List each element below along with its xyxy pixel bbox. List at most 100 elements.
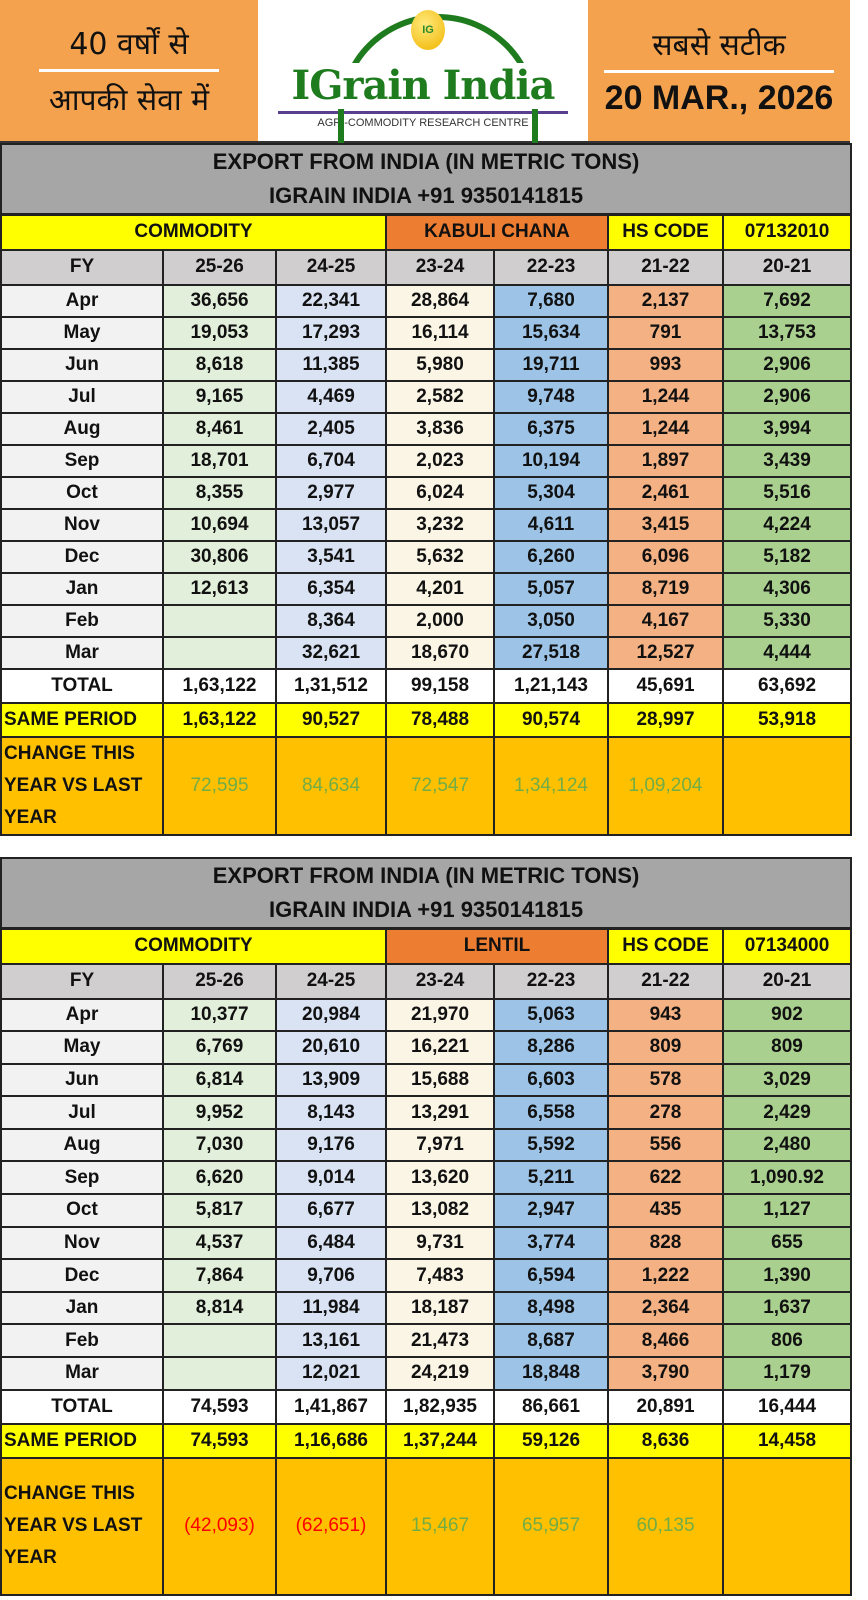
value-cell: 5,330 xyxy=(721,603,853,638)
value-cell: 809 xyxy=(721,1030,853,1065)
value-cell: 13,753 xyxy=(721,315,853,350)
value-cell: 7,030 xyxy=(162,1127,277,1163)
value-cell: 6,814 xyxy=(162,1062,277,1098)
title-line-1: EXPORT FROM INDIA (IN METRIC TONS) xyxy=(212,149,640,174)
table-row: Apr 10,377 20,984 21,970 5,063 943 902 xyxy=(0,997,853,1033)
value-cell: 3,541 xyxy=(275,539,387,574)
fy-header-row: FY 25-26 24-25 23-24 22-23 21-22 20-21 xyxy=(0,248,853,286)
change-cell: 60,135 xyxy=(607,1456,724,1596)
table-row: Feb 8,364 2,000 3,050 4,167 5,330 xyxy=(0,603,853,638)
commodity-row: COMMODITY KABULI CHANA HS CODE 07132010 xyxy=(0,213,853,251)
value-cell: 18,670 xyxy=(385,635,495,670)
value-cell: 655 xyxy=(721,1225,853,1261)
table-row: Jun 8,618 11,385 5,980 19,711 993 2,906 xyxy=(0,347,853,382)
value-cell: 8,498 xyxy=(493,1290,609,1326)
value-cell: 8,719 xyxy=(607,571,724,606)
total-label: TOTAL xyxy=(0,667,164,704)
change-row: CHANGE THIS YEAR VS LAST YEAR (42,093) (62,6… xyxy=(0,1456,853,1596)
same-period-label: SAME PERIOD xyxy=(0,1422,164,1459)
value-cell: 2,947 xyxy=(493,1193,609,1228)
value-cell: 10,194 xyxy=(493,443,609,478)
hindi-tagline-3: सबसे सटीक xyxy=(652,28,786,63)
change-label: CHANGE THIS YEAR VS LAST YEAR xyxy=(0,1456,164,1596)
value-cell: 20,610 xyxy=(275,1030,387,1065)
month-label: Dec xyxy=(0,539,164,574)
month-label: Jul xyxy=(0,1095,164,1130)
value-cell: 18,187 xyxy=(385,1290,495,1326)
hindi-tagline-1: 40 वर्षों से xyxy=(69,27,189,62)
commodity-name: LENTIL xyxy=(385,927,609,965)
value-cell: 30,806 xyxy=(162,539,277,574)
value-cell: 2,023 xyxy=(385,443,495,478)
same-period-label: SAME PERIOD xyxy=(0,701,164,738)
same-period-cell: 1,16,686 xyxy=(275,1422,387,1459)
title-line-2: IGRAIN INDIA +91 9350141815 xyxy=(268,897,584,922)
value-cell: 1,244 xyxy=(607,379,724,414)
value-cell: 8,364 xyxy=(275,603,387,638)
change-row: CHANGE THIS YEAR VS LAST YEAR 72,595 84,634 7… xyxy=(0,735,853,836)
hs-code-label: HS CODE xyxy=(607,213,724,251)
value-cell: 2,429 xyxy=(721,1095,853,1130)
date-box: सबसे सटीक 20 MAR., 2026 xyxy=(588,0,850,141)
value-cell: 17,293 xyxy=(275,315,387,350)
value-cell: 4,537 xyxy=(162,1225,277,1261)
logo: IG IGrain India AGRI-COMMODITY RESEARCH … xyxy=(258,0,588,174)
value-cell: 5,592 xyxy=(493,1127,609,1163)
year-header: 23-24 xyxy=(385,248,495,286)
value-cell: 9,165 xyxy=(162,379,277,414)
value-cell: 3,232 xyxy=(385,507,495,542)
export-table-lentil: EXPORT FROM INDIA (IN METRIC TONS) IGRAIN… xyxy=(0,857,853,1596)
value-cell: 7,864 xyxy=(162,1258,277,1293)
value-cell: 36,656 xyxy=(162,283,277,318)
value-cell: 8,355 xyxy=(162,475,277,510)
value-cell: 1,244 xyxy=(607,411,724,446)
divider xyxy=(39,69,219,72)
value-cell: 10,377 xyxy=(162,997,277,1033)
value-cell: 556 xyxy=(607,1127,724,1163)
table-row: Jul 9,952 8,143 13,291 6,558 278 2,429 xyxy=(0,1095,853,1130)
table-title-row: EXPORT FROM INDIA (IN METRIC TONS) IGRAIN… xyxy=(0,143,853,216)
same-period-row: SAME PERIOD 74,593 1,16,686 1,37,244 59,126 8… xyxy=(0,1422,853,1459)
value-cell: 15,688 xyxy=(385,1062,495,1098)
table-row: Oct 8,355 2,977 6,024 5,304 2,461 5,516 xyxy=(0,475,853,510)
change-label-line: YEAR VS LAST xyxy=(4,1515,143,1537)
value-cell: 9,014 xyxy=(275,1160,387,1196)
value-cell: 2,977 xyxy=(275,475,387,510)
value-cell: 578 xyxy=(607,1062,724,1098)
value-cell: 1,897 xyxy=(607,443,724,478)
month-label: Aug xyxy=(0,411,164,446)
value-cell: 20,984 xyxy=(275,997,387,1033)
table-row: Apr 36,656 22,341 28,864 7,680 2,137 7,692 xyxy=(0,283,853,318)
value-cell: 2,000 xyxy=(385,603,495,638)
value-cell: 2,906 xyxy=(721,347,853,382)
commodity-name: KABULI CHANA xyxy=(385,213,609,251)
value-cell xyxy=(162,1356,277,1391)
value-cell: 3,774 xyxy=(493,1225,609,1261)
month-label: Feb xyxy=(0,1323,164,1359)
change-cell: 72,595 xyxy=(162,735,277,836)
same-period-cell: 14,458 xyxy=(721,1422,853,1459)
table-row: Dec 30,806 3,541 5,632 6,260 6,096 5,182 xyxy=(0,539,853,574)
value-cell: 1,390 xyxy=(721,1258,853,1293)
value-cell: 8,286 xyxy=(493,1030,609,1065)
value-cell: 5,063 xyxy=(493,997,609,1033)
same-period-cell: 28,997 xyxy=(607,701,724,738)
value-cell: 13,620 xyxy=(385,1160,495,1196)
commodity-label: COMMODITY xyxy=(0,213,387,251)
month-label: Mar xyxy=(0,635,164,670)
value-cell: 7,692 xyxy=(721,283,853,318)
table-row: Nov 4,537 6,484 9,731 3,774 828 655 xyxy=(0,1225,853,1261)
total-cell: 1,41,867 xyxy=(275,1388,387,1425)
value-cell: 4,167 xyxy=(607,603,724,638)
total-label: TOTAL xyxy=(0,1388,164,1425)
logo-coin-icon: IG xyxy=(411,10,445,50)
value-cell: 11,984 xyxy=(275,1290,387,1326)
month-label: Jul xyxy=(0,379,164,414)
value-cell: 6,354 xyxy=(275,571,387,606)
fy-label: FY xyxy=(0,962,164,1000)
table-title: EXPORT FROM INDIA (IN METRIC TONS) IGRAIN… xyxy=(0,143,853,216)
year-header: 22-23 xyxy=(493,962,609,1000)
value-cell: 4,201 xyxy=(385,571,495,606)
change-cell: 65,957 xyxy=(493,1456,609,1596)
month-label: Jan xyxy=(0,571,164,606)
